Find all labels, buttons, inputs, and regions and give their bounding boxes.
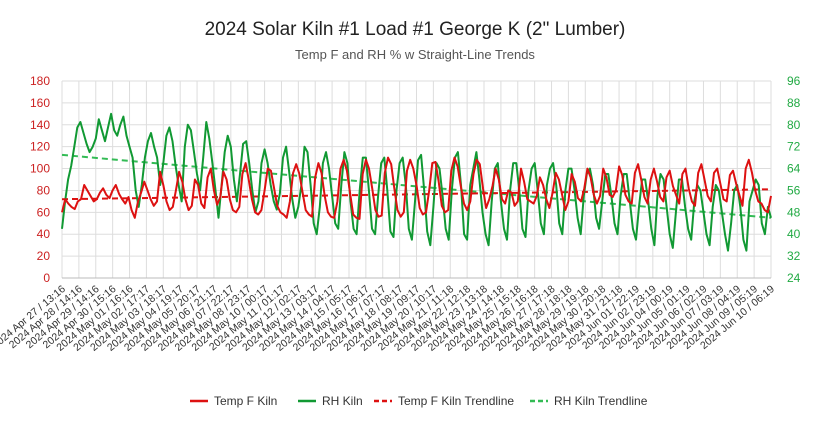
y-right-tick-label: 96 bbox=[787, 74, 801, 88]
y-right-tick-label: 40 bbox=[787, 227, 801, 241]
y-left-tick-label: 120 bbox=[30, 140, 50, 154]
legend-label: Temp F Kiln Trendline bbox=[398, 394, 514, 408]
gridlines bbox=[61, 80, 772, 279]
y-right-tick-label: 32 bbox=[787, 249, 801, 263]
y-left-tick-label: 0 bbox=[43, 271, 50, 285]
chart-title: 2024 Solar Kiln #1 Load #1 George K (2" … bbox=[205, 19, 626, 40]
y-left-tick-label: 40 bbox=[37, 227, 51, 241]
legend-label: Temp F Kiln bbox=[214, 394, 277, 408]
y-right-tick-label: 72 bbox=[787, 140, 801, 154]
y-right-tick-label: 56 bbox=[787, 183, 801, 197]
y-left-tick-label: 80 bbox=[37, 183, 51, 197]
y-right-tick-label: 80 bbox=[787, 118, 801, 132]
y-left-tick-label: 20 bbox=[37, 249, 51, 263]
series-line-temp-f-kiln bbox=[61, 156, 772, 220]
y-axis-left: 0 20 40 60 80 100 120 140 160 180 bbox=[30, 74, 50, 285]
legend-label: RH Kiln bbox=[322, 394, 363, 408]
y-right-tick-label: 64 bbox=[787, 162, 801, 176]
y-right-tick-label: 48 bbox=[787, 205, 801, 219]
y-left-tick-label: 100 bbox=[30, 162, 50, 176]
y-axis-right: 24 32 40 48 56 64 72 80 88 96 bbox=[787, 74, 801, 285]
y-right-tick-label: 88 bbox=[787, 96, 801, 110]
y-left-tick-label: 180 bbox=[30, 74, 50, 88]
legend: Temp F Kiln RH Kiln Temp F Kiln Trendline R… bbox=[190, 394, 648, 408]
legend-label: RH Kiln Trendline bbox=[554, 394, 648, 408]
y-left-tick-label: 60 bbox=[37, 205, 51, 219]
series-layer bbox=[61, 112, 772, 252]
y-left-tick-label: 140 bbox=[30, 118, 50, 132]
y-right-tick-label: 24 bbox=[787, 271, 801, 285]
y-left-tick-label: 160 bbox=[30, 96, 50, 110]
chart-subtitle: Temp F and RH % w Straight-Line Trends bbox=[295, 47, 535, 62]
